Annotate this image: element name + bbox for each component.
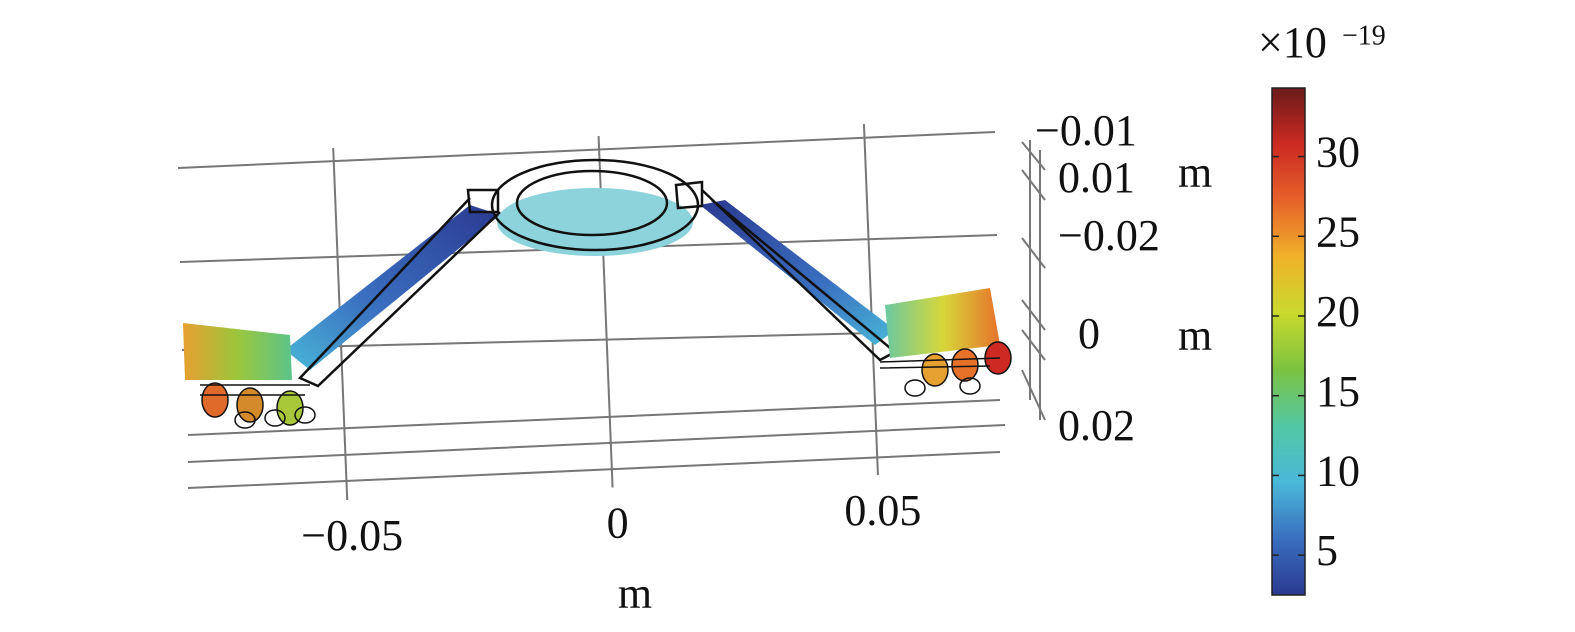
colorbar-tick-label: 10 — [1316, 447, 1360, 496]
x-grid-line — [862, 124, 879, 476]
model — [183, 158, 1012, 429]
side-tick-label: −0.02 — [1058, 211, 1160, 260]
z-axis-label: m — [1178, 311, 1212, 360]
side-tick-label: 0 — [1078, 309, 1100, 358]
x-tick-label: 0 — [607, 499, 629, 548]
colorbar-exponent: −19 — [1342, 20, 1386, 51]
colorbar-tick-label: 25 — [1316, 207, 1360, 256]
side-tick-label: −0.01 — [1035, 106, 1137, 155]
x-tick-label: 0.05 — [844, 486, 921, 535]
colorbar-multiplier: ×10 — [1258, 18, 1327, 67]
colorbar — [1271, 87, 1306, 596]
side-tick-label: 0.01 — [1058, 153, 1135, 202]
side-tick-label: 0.02 — [1058, 401, 1135, 450]
colorbar-tick-label: 30 — [1316, 128, 1360, 177]
x-tick-label: −0.05 — [301, 511, 403, 560]
colorbar-tick-label: 5 — [1316, 526, 1338, 575]
colorbar-tick-label: 20 — [1316, 287, 1360, 336]
colorbar-tick-label: 15 — [1316, 367, 1360, 416]
x-axis-label: m — [618, 569, 652, 618]
y-axis-label: m — [1178, 148, 1212, 197]
